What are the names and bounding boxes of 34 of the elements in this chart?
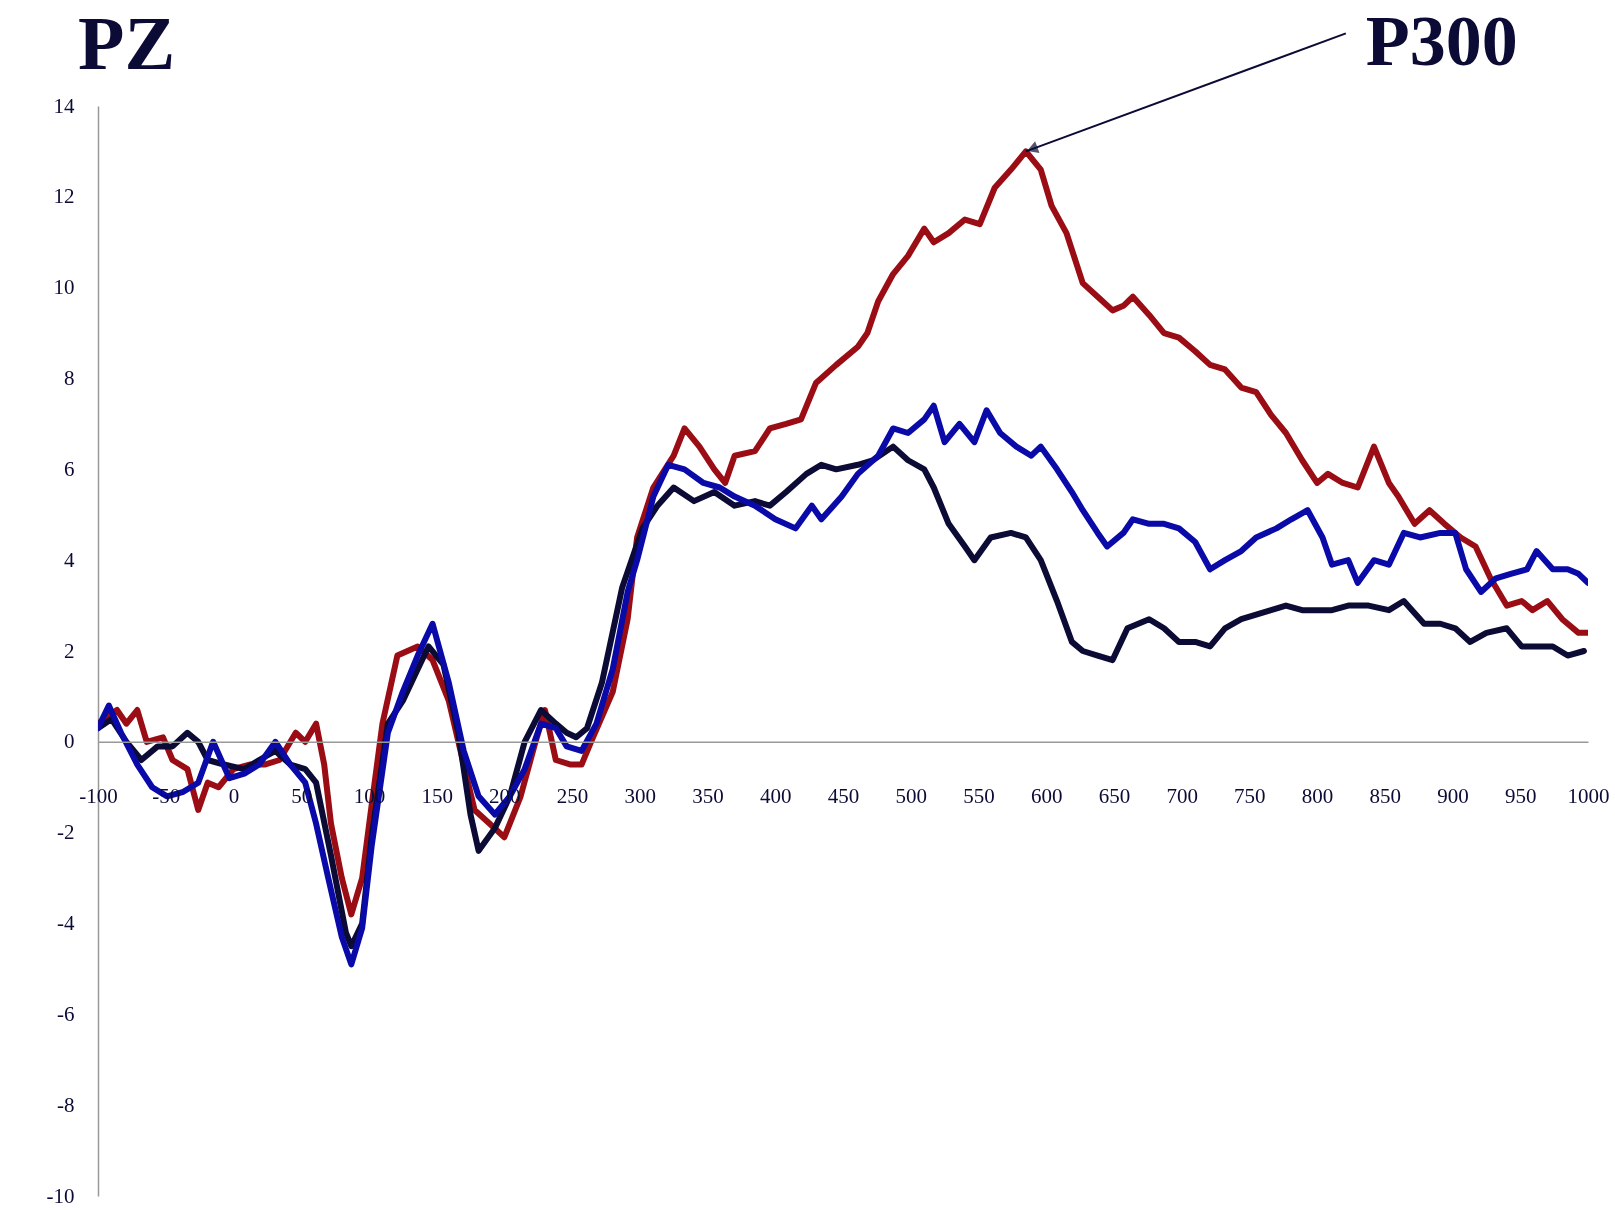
x-tick-label: 500 bbox=[895, 784, 927, 809]
y-tick-label: 8 bbox=[64, 366, 75, 390]
x-tick-label: 800 bbox=[1301, 784, 1334, 809]
x-tick-label: 900 bbox=[1437, 784, 1469, 809]
x-tick-label: 950 bbox=[1505, 784, 1537, 809]
y-tick-label: -4 bbox=[57, 911, 75, 935]
y-tick-label: 10 bbox=[53, 275, 75, 300]
x-tick-label: 0 bbox=[228, 784, 240, 809]
y-tick-label: -2 bbox=[57, 820, 75, 845]
x-tick-label: 150 bbox=[421, 784, 453, 809]
x-tick-label: 300 bbox=[624, 784, 657, 809]
x-tick-label: 250 bbox=[556, 784, 589, 809]
x-tick-label: 700 bbox=[1166, 784, 1198, 809]
annotation: P300 bbox=[1365, 1, 1518, 82]
y-tick-label: 6 bbox=[64, 456, 75, 481]
chart-title: PZ bbox=[78, 1, 176, 85]
x-tick-label: 850 bbox=[1369, 784, 1402, 809]
x-tick-label: 750 bbox=[1234, 784, 1266, 809]
y-tick-label: 0 bbox=[64, 729, 75, 754]
y-tick-label: -6 bbox=[57, 1001, 75, 1026]
y-tick-label: -8 bbox=[57, 1092, 75, 1117]
y-tick-label: -10 bbox=[46, 1183, 75, 1208]
x-tick-label: -100 bbox=[79, 784, 118, 809]
x-tick-label: 650 bbox=[1098, 784, 1131, 809]
y-tick-label: 2 bbox=[64, 638, 75, 663]
x-tick-label: 450 bbox=[827, 784, 860, 809]
y-tick-label: 4 bbox=[64, 547, 75, 572]
x-tick-label: 600 bbox=[1030, 784, 1063, 809]
x-tick-label: 1000 bbox=[1567, 784, 1610, 809]
x-tick-label: 400 bbox=[760, 784, 792, 809]
x-tick-label: 550 bbox=[963, 784, 995, 809]
y-tick-label: 12 bbox=[53, 184, 75, 209]
y-tick-label: 14 bbox=[53, 93, 75, 118]
x-tick-label: 350 bbox=[692, 784, 724, 809]
